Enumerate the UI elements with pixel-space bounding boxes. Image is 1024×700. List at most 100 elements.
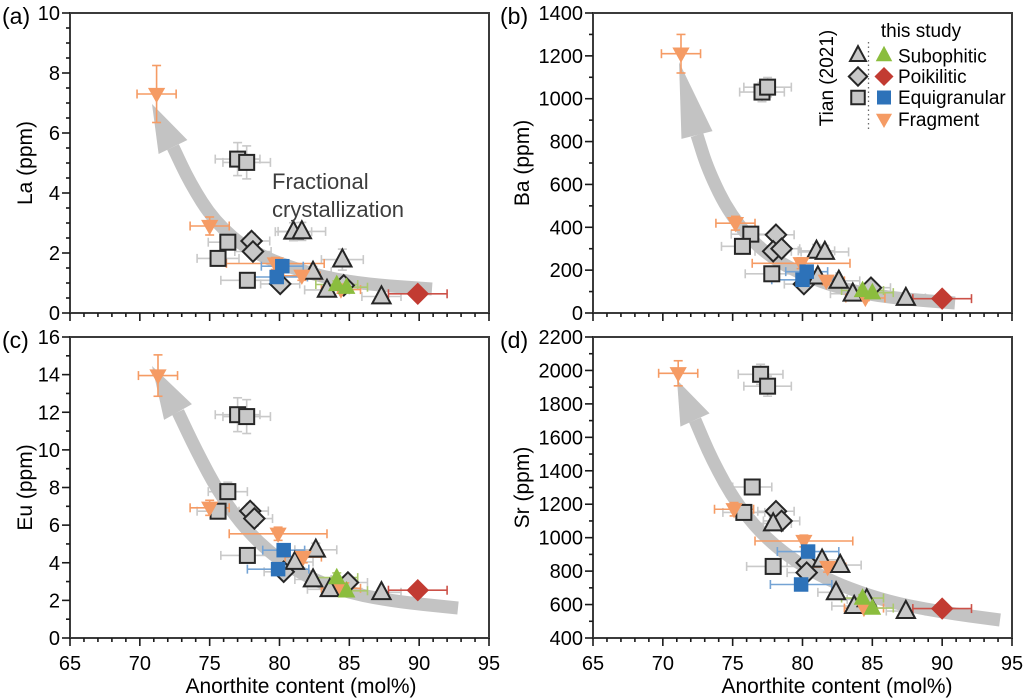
data-point-fragment: [855, 601, 873, 618]
y-tick-label: 8: [49, 478, 60, 500]
x-axis-title: Anorthite content (mol%): [185, 675, 416, 698]
data-point-tian-square: [238, 271, 256, 289]
y-tick-label: 4: [49, 553, 60, 575]
y-tick-label: 12: [38, 402, 60, 424]
x-tick-label: 80: [791, 653, 813, 675]
data-point-tian-square: [764, 557, 782, 575]
x-tick-labels: 65 70 75 80 85 90 95: [582, 653, 1023, 675]
y-axis-title: Ba (ppm): [511, 120, 534, 206]
data-point-tian-triangle: [825, 580, 847, 601]
panel-b: 0 200 400 600 800 1000 1200 1400 Ba (ppm) (b): [500, 3, 1013, 325]
data-point-tian-square: [759, 377, 777, 395]
legend-tian-triangle-up-icon: [848, 44, 868, 63]
data-point-tian-triangle: [291, 219, 313, 240]
data-point-poikilitic: [406, 578, 429, 602]
series-fragment: [149, 369, 350, 598]
data-point-tian-triangle: [304, 537, 327, 558]
y-tick-label: 16: [38, 327, 60, 349]
data-point-tian-square: [733, 237, 751, 255]
y-tick-labels: 0 2 4 6 8 10: [38, 3, 60, 325]
data-point-fragment: [293, 269, 311, 285]
x-tick-label: 70: [652, 653, 674, 675]
panel-a: 0 2 4 6 8 10 La (ppm) (a): [2, 3, 490, 325]
series-fragment: [669, 367, 873, 618]
data-point-tian-triangle: [370, 579, 393, 601]
panel-c: 0 2 4 6 8 10 12 14 16 65 70 75 80 85 90 95 Anorthite con…: [2, 327, 500, 698]
series-subophitic: [853, 588, 882, 615]
legend-label-fragment: Fragment: [898, 110, 980, 131]
y-tick-label: 2200: [539, 327, 584, 349]
panel-d: 400 600 800 1000 1200 1400 1600 1800 2000 2200 65 7…: [500, 327, 1023, 698]
legend-subophitic-icon: [875, 45, 893, 62]
legend-poikilitic-icon: [874, 66, 894, 87]
data-point-tian-triangle: [331, 247, 354, 268]
x-tick-label: 85: [861, 653, 883, 675]
series-tian-square: [209, 150, 256, 289]
series-poikilitic: [406, 578, 429, 602]
data-point-tian-triangle: [827, 268, 850, 289]
legend-fragment-icon: [875, 113, 893, 129]
series-poikilitic: [930, 287, 954, 310]
data-point-fragment: [201, 219, 219, 236]
data-point-tian-triangle: [370, 284, 393, 305]
legend-tian-square-icon: [850, 89, 866, 106]
x-axis-ticks: [69, 313, 490, 321]
y-tick-label: 6: [49, 123, 60, 145]
data-point-poikilitic: [930, 597, 954, 620]
x-tick-label: 75: [199, 653, 221, 675]
y-tick-label: 0: [49, 628, 60, 650]
data-point-equigranular: [800, 544, 816, 559]
annotation-fractional-crystallization: Fractional crystallization: [272, 169, 404, 222]
x-tick-label: 95: [1001, 653, 1023, 675]
data-point-fragment: [817, 274, 835, 290]
x-tick-label: 90: [931, 653, 953, 675]
series-equigranular: [795, 264, 814, 288]
y-tick-label: 800: [550, 561, 583, 583]
data-point-fragment: [669, 367, 687, 383]
data-point-fragment: [201, 501, 219, 517]
data-point-subophitic: [327, 274, 346, 292]
series-poikilitic: [930, 597, 954, 620]
series-subophitic: [327, 274, 356, 294]
x-tick-label: 90: [408, 653, 430, 675]
y-tick-labels: 0 2 4 6 8 10 12 14 16: [38, 327, 60, 650]
x-axis-ticks: [69, 638, 490, 646]
legend-tian-diamond-icon: [847, 65, 869, 88]
y-axis-ticks: [585, 12, 593, 314]
data-point-poikilitic: [406, 282, 429, 306]
y-tick-label: 800: [550, 132, 583, 154]
y-tick-label: 400: [550, 217, 583, 239]
legend-item-fragment: Fragment: [875, 110, 980, 131]
y-tick-label: 1400: [539, 461, 584, 483]
data-point-tian-square: [763, 265, 781, 283]
y-tick-label: 10: [38, 3, 60, 25]
data-point-fragment: [269, 527, 287, 543]
series-equigranular: [270, 542, 291, 577]
x-tick-label: 95: [478, 653, 500, 675]
y-tick-label: 1200: [539, 46, 584, 68]
legend-label-poikilitic: Poikilitic: [898, 67, 967, 88]
legend-item-poikilitic: Poikilitic: [847, 65, 967, 88]
x-axis-ticks: [592, 638, 1013, 646]
y-tick-label: 2000: [539, 360, 584, 382]
panel-letter-c: (c): [2, 327, 29, 353]
data-point-tian-square: [238, 546, 256, 564]
x-tick-label: 65: [582, 653, 604, 675]
x-axis-title: Anorthite content (mol%): [721, 675, 952, 698]
y-axis-ticks: [62, 336, 70, 639]
series-tian-triangle: [284, 537, 393, 601]
data-point-subophitic: [337, 277, 356, 294]
arrow-head: [679, 62, 713, 139]
series-tian-square: [209, 406, 256, 564]
series-poikilitic: [406, 282, 429, 306]
y-axis-title: Eu (ppm): [14, 444, 37, 530]
x-tick-label: 85: [338, 653, 360, 675]
legend-title: this study: [881, 21, 962, 42]
y-tick-label: 2: [49, 243, 60, 265]
y-tick-label: 1600: [539, 427, 584, 449]
data-point-fragment: [294, 550, 312, 567]
x-tick-label: 75: [722, 653, 744, 675]
legend-item-equigranular: Equigranular: [850, 88, 1006, 109]
y-tick-label: 8: [49, 63, 60, 85]
data-point-fragment: [672, 47, 690, 63]
